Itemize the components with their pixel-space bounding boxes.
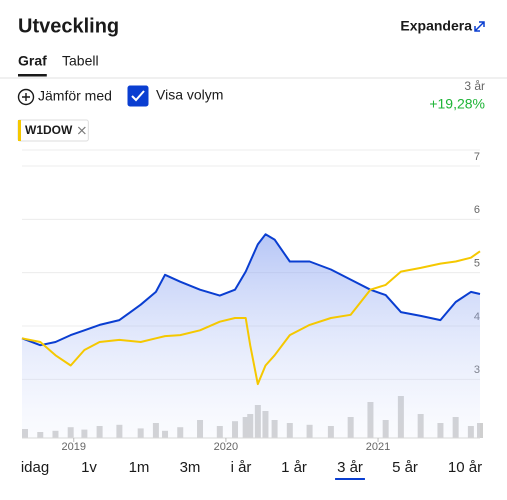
tab[interactable]: Tabell xyxy=(62,53,99,69)
x-tick-label: 2020 xyxy=(214,441,238,453)
y-tick-label: 7 xyxy=(474,151,480,163)
range-button[interactable]: 5 år xyxy=(392,459,418,476)
checkbox-tick xyxy=(131,90,145,102)
chip-remove[interactable] xyxy=(77,126,86,135)
chip-label: W1DOW xyxy=(25,123,73,137)
tab[interactable]: Graf xyxy=(18,53,47,69)
range-button[interactable]: idag xyxy=(21,459,49,476)
expand-link[interactable]: Expandera xyxy=(400,18,472,34)
x-tick-label: 2021 xyxy=(366,441,390,453)
tab-underline xyxy=(18,74,47,77)
y-tick-label: 6 xyxy=(474,204,480,216)
change-value: +19,28% xyxy=(429,96,485,112)
volume-checkbox[interactable] xyxy=(127,85,149,107)
range-button[interactable]: 10 år xyxy=(448,459,482,476)
chip[interactable]: W1DOW xyxy=(17,119,89,142)
range-button[interactable]: i år xyxy=(231,459,252,476)
range-button[interactable]: 3 år xyxy=(337,459,363,476)
x-tick-label: 2019 xyxy=(61,441,85,453)
range-underline xyxy=(335,478,365,480)
expand-icon[interactable] xyxy=(474,21,485,32)
series-line xyxy=(21,233,481,347)
range-button[interactable]: 1m xyxy=(129,459,150,476)
area-fill xyxy=(22,234,480,438)
range-button[interactable]: 1v xyxy=(81,459,97,476)
volume-label[interactable]: Visa volym xyxy=(156,87,223,103)
y-tick-label: 5 xyxy=(474,258,480,270)
series-line xyxy=(21,250,481,386)
title: Utveckling xyxy=(18,15,119,37)
compare-icon[interactable] xyxy=(17,88,35,106)
range-button[interactable]: 1 år xyxy=(281,459,307,476)
compare-button[interactable]: Jämför med xyxy=(38,88,112,104)
range-button[interactable]: 3m xyxy=(180,459,201,476)
compare-plus[interactable] xyxy=(22,93,30,101)
period-label: 3 år xyxy=(464,79,485,93)
chip-color xyxy=(18,120,21,141)
